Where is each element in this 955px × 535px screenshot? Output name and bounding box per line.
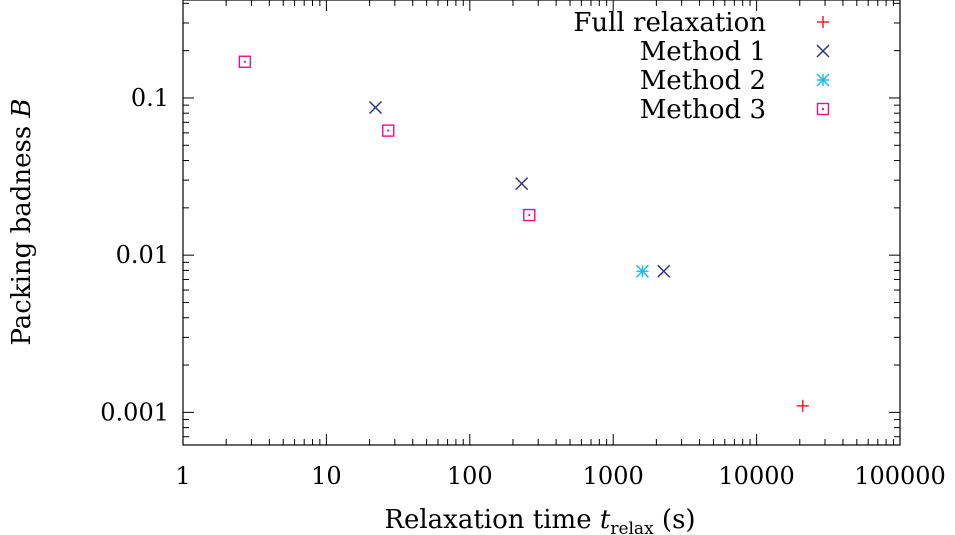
- x-axis-label: Relaxation time trelax (s): [384, 505, 695, 535]
- y-axis-label: Packing badness B: [7, 98, 37, 345]
- data-point-square-dot: [382, 124, 395, 137]
- legend-entry-label: Method 1: [640, 37, 766, 67]
- data-point-square-dot: [238, 55, 252, 68]
- legend-marker-cross: [816, 44, 830, 58]
- legend-entry-label: Method 3: [640, 95, 766, 125]
- legend-entry-label: Method 2: [640, 66, 766, 96]
- data-point-star: [635, 264, 649, 278]
- data-points: [238, 55, 809, 412]
- legend-marker-plus: [817, 16, 829, 28]
- legend-marker-square-dot: [816, 102, 830, 116]
- plot-frame: [182, 0, 901, 446]
- x-tick-label: 1: [175, 462, 190, 490]
- x-tick-label: 10000: [718, 462, 794, 490]
- y-tick-label: 0.01: [116, 241, 169, 269]
- data-point-cross: [369, 100, 382, 114]
- legend-marker-star: [816, 73, 830, 87]
- x-tick-label: 100000: [854, 462, 946, 490]
- data-point-plus: [796, 399, 809, 412]
- data-point-cross: [515, 177, 529, 191]
- y-tick-label: 0.1: [131, 84, 169, 112]
- x-tick-label: 1000: [583, 462, 644, 490]
- legend-entry-label: Full relaxation: [573, 8, 766, 38]
- x-tick-label: 100: [447, 462, 493, 490]
- data-point-square-dot: [523, 208, 536, 222]
- x-tick-label: 10: [311, 462, 342, 490]
- data-point-cross: [657, 264, 671, 278]
- axis-ticks: 1 10 100 1000 10000 100000 0.001 0.01 0.1: [100, 0, 946, 490]
- y-tick-label: 0.001: [100, 398, 169, 426]
